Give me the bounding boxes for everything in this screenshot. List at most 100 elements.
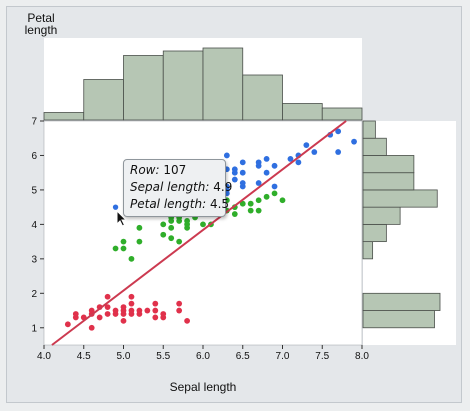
x-axis: 4.0 4.5 5.0 5.5 6.0 6.5 7.0 7.5 8.0 [37, 345, 369, 362]
data-point-setosa[interactable] [176, 300, 183, 307]
x-histogram-bar [282, 103, 323, 121]
data-point-setosa[interactable] [144, 307, 151, 314]
tooltip-x-label: Sepal length: [130, 180, 210, 194]
y-histogram-bar [362, 223, 387, 243]
data-point-virginica[interactable] [295, 159, 302, 166]
data-point-setosa[interactable] [160, 311, 167, 317]
data-point-versicolor[interactable] [136, 238, 143, 245]
data-point-setosa[interactable] [128, 293, 135, 300]
data-point-virginica[interactable] [351, 138, 357, 145]
y-histogram-bar [362, 206, 401, 225]
data-point-versicolor[interactable] [263, 193, 270, 200]
tooltip-row-label: Row: [130, 163, 160, 177]
x-tick-label: 4.5 [77, 351, 91, 362]
data-point-setosa[interactable] [88, 307, 95, 314]
data-point-virginica[interactable] [287, 156, 294, 162]
data-point-versicolor[interactable] [239, 200, 246, 207]
data-point-versicolor[interactable] [120, 238, 127, 245]
data-point-virginica[interactable] [223, 152, 230, 159]
data-point-versicolor[interactable] [247, 200, 254, 207]
scatter-plot-with-marginal-histograms[interactable]: Petal length 4.0 4.5 5.0 5.5 6.0 6.5 7.0 7.5 8.0… [7, 7, 463, 404]
x-histogram-bar [43, 112, 85, 121]
data-point-setosa[interactable] [104, 293, 111, 300]
data-point-setosa[interactable] [96, 314, 103, 321]
data-point-virginica[interactable] [271, 183, 278, 190]
data-point-setosa[interactable] [136, 307, 143, 314]
data-point-setosa[interactable] [176, 307, 183, 314]
data-point-virginica[interactable] [303, 142, 310, 149]
data-point-setosa[interactable] [104, 311, 111, 317]
data-point-setosa[interactable] [120, 317, 127, 324]
data-point-versicolor[interactable] [120, 245, 127, 252]
data-point-versicolor[interactable] [255, 197, 262, 204]
data-point-versicolor[interactable] [160, 221, 167, 228]
data-point-versicolor[interactable] [128, 255, 135, 262]
data-point-versicolor[interactable] [200, 221, 206, 228]
x-histogram-bar [242, 74, 283, 121]
data-point-setosa[interactable] [88, 324, 95, 331]
y-histogram-bar [362, 172, 415, 191]
y-tick-label: 6 [31, 151, 37, 162]
data-point-virginica[interactable] [239, 180, 246, 186]
data-point-setosa[interactable] [152, 314, 159, 321]
data-point-virginica[interactable] [239, 159, 246, 166]
right-histogram [362, 120, 441, 329]
data-point-versicolor[interactable] [247, 207, 254, 214]
highlighted-data-point[interactable] [111, 203, 120, 211]
data-point-virginica[interactable] [271, 162, 278, 169]
data-point-setosa[interactable] [152, 307, 159, 314]
data-point-versicolor[interactable] [176, 238, 183, 245]
y-histogram-bar [362, 310, 435, 329]
data-point-versicolor[interactable] [168, 224, 175, 231]
data-point-virginica[interactable] [335, 149, 342, 155]
x-tick-label: 4.0 [37, 351, 51, 362]
data-point-virginica[interactable] [311, 149, 318, 155]
data-point-virginica[interactable] [255, 159, 262, 166]
x-axis-label: Sepal length [170, 380, 237, 394]
x-histogram-bar [123, 55, 164, 121]
data-point-versicolor[interactable] [231, 211, 238, 217]
data-point-versicolor[interactable] [160, 231, 167, 238]
y-histogram-bar [362, 189, 438, 208]
data-point-setosa[interactable] [64, 321, 71, 328]
y-histogram-bar [362, 120, 376, 139]
hover-tooltip: Row: 107 Sepal length: 4.9 Petal length:… [123, 159, 232, 217]
data-point-virginica[interactable] [255, 180, 262, 186]
tooltip-y-label: Petal length: [130, 197, 207, 211]
data-point-setosa[interactable] [104, 304, 111, 310]
mouse-pointer-icon [116, 209, 128, 227]
data-point-setosa[interactable] [128, 307, 135, 314]
y-tick-label: 5 [31, 185, 37, 196]
data-point-versicolor[interactable] [112, 245, 119, 252]
x-histogram-bar [83, 79, 124, 121]
x-tick-label: 6.5 [236, 351, 250, 362]
y-histogram-bar [362, 155, 415, 174]
data-point-setosa[interactable] [152, 300, 159, 307]
data-point-versicolor[interactable] [255, 207, 262, 214]
data-point-virginica[interactable] [263, 156, 270, 162]
data-point-setosa[interactable] [112, 307, 119, 314]
data-point-setosa[interactable] [72, 311, 79, 317]
tooltip-y-value: 4.5 [209, 197, 230, 211]
data-point-setosa[interactable] [128, 300, 135, 307]
data-point-setosa[interactable] [184, 317, 191, 324]
data-point-virginica[interactable] [231, 176, 238, 183]
x-tick-label: 7.5 [315, 351, 329, 362]
y-histogram-bar [362, 292, 441, 311]
data-point-versicolor[interactable] [184, 218, 191, 224]
data-point-virginica[interactable] [263, 169, 270, 176]
data-point-versicolor[interactable] [168, 235, 175, 242]
data-point-virginica[interactable] [231, 166, 238, 173]
y-axis: 1 2 3 4 5 6 7 [31, 117, 44, 334]
x-histogram-bar [162, 50, 204, 121]
y-tick-label: 1 [31, 323, 37, 334]
data-point-virginica[interactable] [239, 169, 246, 176]
x-histogram-bar [321, 107, 363, 121]
data-point-versicolor[interactable] [279, 197, 286, 204]
data-point-setosa[interactable] [120, 304, 127, 310]
y-tick-label: 3 [31, 254, 37, 265]
data-point-versicolor[interactable] [136, 224, 143, 231]
data-point-versicolor[interactable] [271, 190, 278, 197]
y-tick-label: 2 [31, 289, 37, 300]
data-point-virginica[interactable] [335, 128, 342, 135]
